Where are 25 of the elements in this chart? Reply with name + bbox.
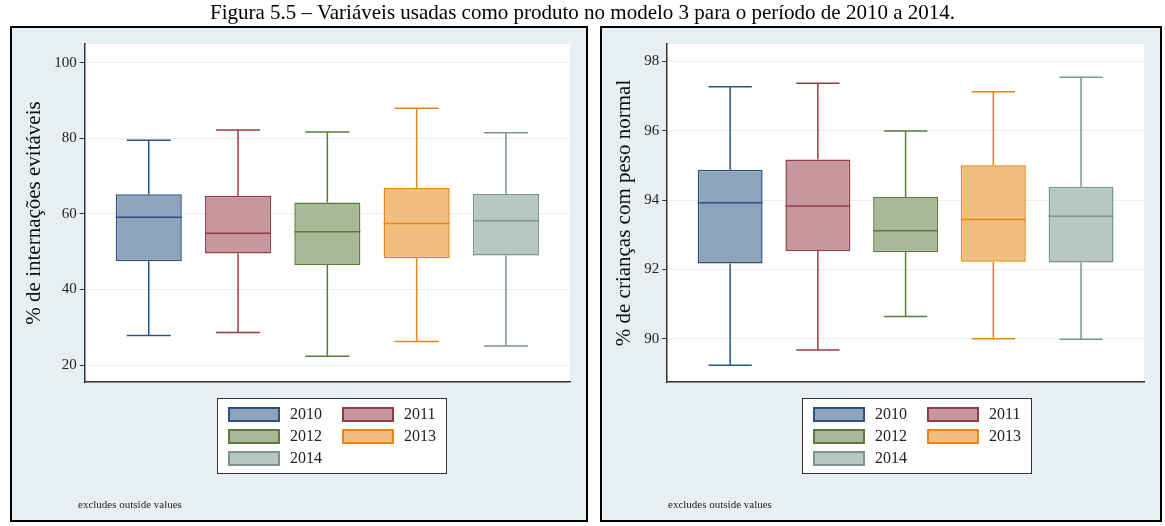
y-tick-label: 40 (61, 280, 77, 297)
chart-title: Figura 5.5 – Variáveis usadas como produto no modelo 3 para o período de 2010 a 2014. (209, 0, 956, 24)
legend-label: 2010 (290, 405, 322, 423)
text: excludes outside values (668, 498, 772, 510)
y-axis-title: % de crianças com peso normal (611, 79, 636, 347)
legend-label: 2011 (404, 405, 436, 423)
text: excludes outside values (78, 498, 182, 510)
y-tick-label: 98 (644, 52, 660, 69)
y-tick-label: 92 (644, 260, 660, 277)
legend-label: 2014 (290, 449, 322, 467)
legend-label: 2013 (989, 427, 1021, 445)
legend-label: 2012 (875, 427, 907, 445)
legend-label: 2011 (989, 405, 1021, 423)
y-axis-title: % de internações evitáveis (21, 101, 46, 325)
y-tick-label: 94 (644, 190, 660, 207)
legend-label: 2014 (875, 449, 907, 467)
y-tick-label: 80 (61, 129, 77, 146)
y-tick-label: 20 (61, 355, 77, 372)
y-tick-label: 90 (644, 329, 660, 346)
y-tick-label: 60 (61, 204, 77, 221)
legend-label: 2010 (875, 405, 907, 423)
y-tick-label: 96 (644, 121, 660, 138)
legend-label: 2013 (404, 427, 436, 445)
y-tick-label: 100 (54, 53, 77, 70)
legend-label: 2012 (290, 427, 322, 445)
